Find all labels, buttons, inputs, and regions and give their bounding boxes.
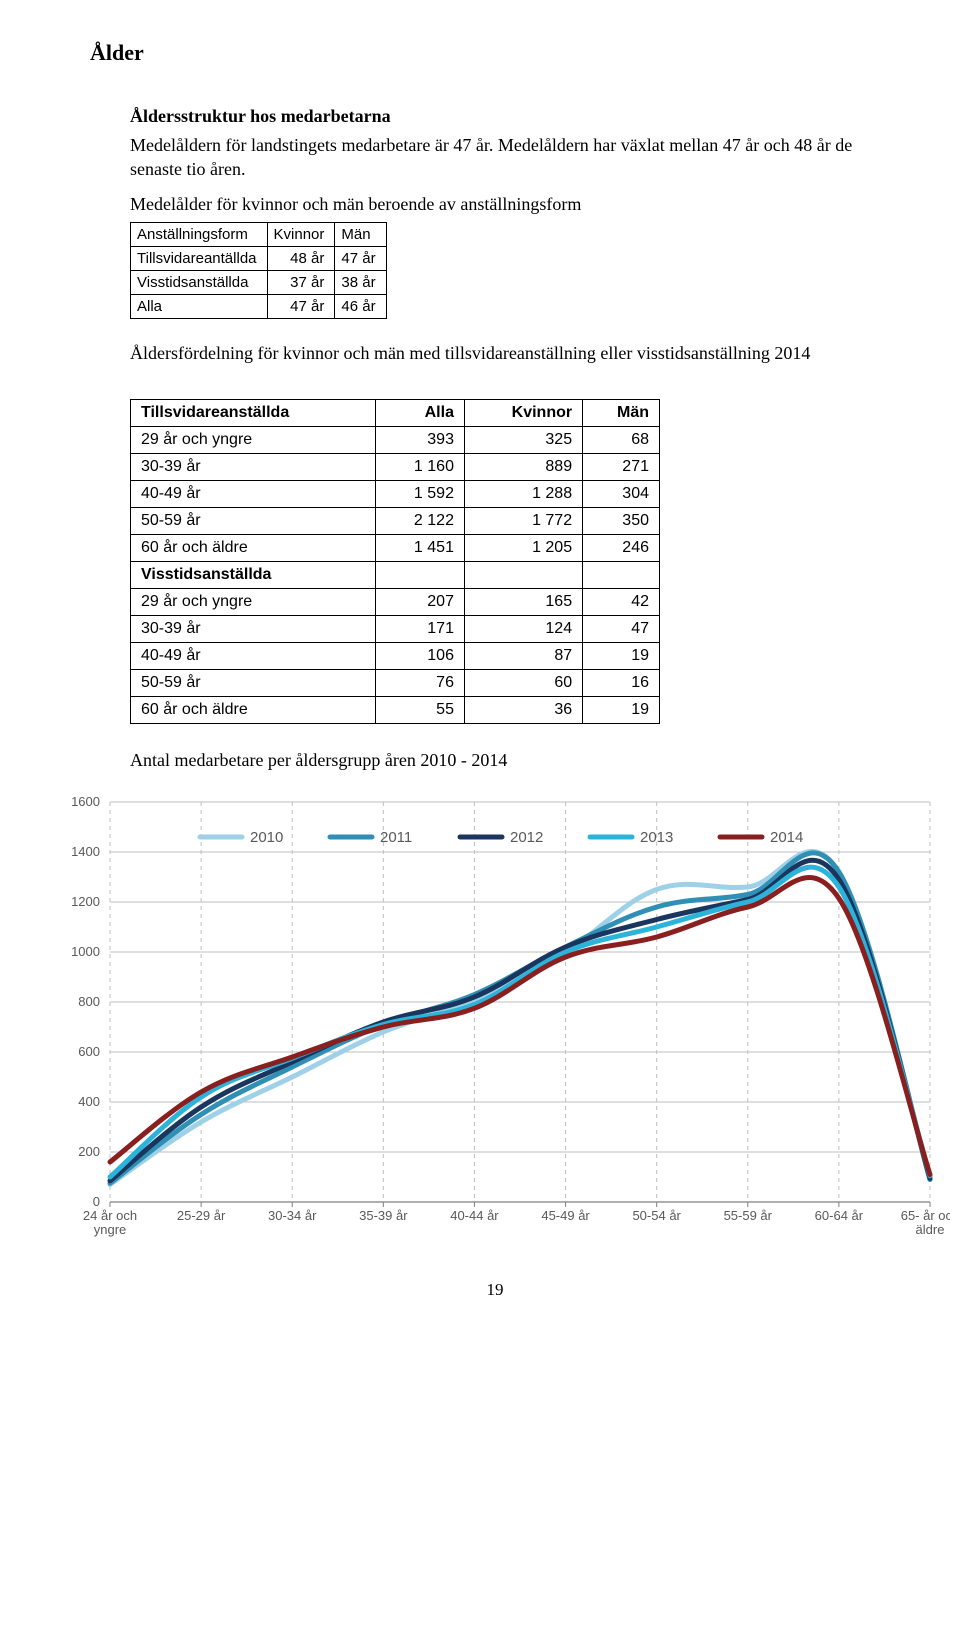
t2-a3-c2: 1 772 xyxy=(464,508,582,535)
t2-a1-c3: 271 xyxy=(583,454,660,481)
t1-r2-c2: 46 år xyxy=(335,294,386,318)
t1-r2-c0: Alla xyxy=(131,294,268,318)
t2-b2-c3: 19 xyxy=(583,643,660,670)
t2-a1-c1: 1 160 xyxy=(376,454,465,481)
table-medelalder: Anställningsform Kvinnor Män Tillsvidare… xyxy=(130,222,387,319)
svg-text:0: 0 xyxy=(93,1194,100,1209)
t2-b1-c1: 171 xyxy=(376,616,465,643)
t1-h2: Män xyxy=(335,222,386,246)
svg-text:1400: 1400 xyxy=(71,844,100,859)
t1-r0-c2: 47 år xyxy=(335,246,386,270)
t2-a0-c2: 325 xyxy=(464,427,582,454)
line-chart: 0 200 400 600 800 1000 1200 1400 1600 24 år ochyn… xyxy=(50,782,950,1262)
svg-text:2014: 2014 xyxy=(770,829,803,846)
t2-a2-c3: 304 xyxy=(583,481,660,508)
t2-b3-c0: 50-59 år xyxy=(131,670,376,697)
t2-b0-c2: 165 xyxy=(464,589,582,616)
t2-a4-c0: 60 år och äldre xyxy=(131,535,376,562)
svg-text:45-49 år: 45-49 år xyxy=(541,1208,590,1223)
svg-text:äldre: äldre xyxy=(916,1222,945,1237)
svg-text:30-34 år: 30-34 år xyxy=(268,1208,317,1223)
table-aldersfordelning: Tillsvidareanställda Alla Kvinnor Män 29… xyxy=(130,399,660,724)
section-title: Ålder xyxy=(90,40,860,66)
t1-r1-c0: Visstidsanställda xyxy=(131,270,268,294)
page-number: 19 xyxy=(130,1280,860,1300)
t2-a1-c0: 30-39 år xyxy=(131,454,376,481)
t1-r0-c1: 48 år xyxy=(267,246,335,270)
svg-text:400: 400 xyxy=(78,1094,100,1109)
t2-b0-c0: 29 år och yngre xyxy=(131,589,376,616)
t1-r1-c2: 38 år xyxy=(335,270,386,294)
svg-text:600: 600 xyxy=(78,1044,100,1059)
svg-text:yngre: yngre xyxy=(94,1222,127,1237)
t2-b2-c2: 87 xyxy=(464,643,582,670)
svg-text:55-59 år: 55-59 år xyxy=(724,1208,773,1223)
t2-b1-c0: 30-39 år xyxy=(131,616,376,643)
t2-b4-c2: 36 xyxy=(464,697,582,724)
svg-text:1200: 1200 xyxy=(71,894,100,909)
paragraph-table1-caption: Medelålder för kvinnor och män beroende … xyxy=(130,192,860,216)
t1-h1: Kvinnor xyxy=(267,222,335,246)
svg-text:1600: 1600 xyxy=(71,794,100,809)
t2-h1: Alla xyxy=(376,400,465,427)
t2-b3-c2: 60 xyxy=(464,670,582,697)
paragraph-table2-caption: Åldersfördelning för kvinnor och män med… xyxy=(130,341,860,365)
t2-b1-c3: 47 xyxy=(583,616,660,643)
chart-caption: Antal medarbetare per åldersgrupp åren 2… xyxy=(130,748,860,772)
t2-h2: Kvinnor xyxy=(464,400,582,427)
t2-h3: Män xyxy=(583,400,660,427)
subsection-title: Åldersstruktur hos medarbetarna xyxy=(130,106,860,127)
t2-b4-c3: 19 xyxy=(583,697,660,724)
t2-a0-c1: 393 xyxy=(376,427,465,454)
svg-text:200: 200 xyxy=(78,1144,100,1159)
svg-text:35-39 år: 35-39 år xyxy=(359,1208,408,1223)
paragraph-intro: Medelåldern för landstingets medarbetare… xyxy=(130,133,860,182)
t2-a0-c3: 68 xyxy=(583,427,660,454)
t2-b2-c1: 106 xyxy=(376,643,465,670)
t2-a3-c1: 2 122 xyxy=(376,508,465,535)
svg-text:24 år och: 24 år och xyxy=(83,1208,137,1223)
t2-b2-c0: 40-49 år xyxy=(131,643,376,670)
t2-a3-c0: 50-59 år xyxy=(131,508,376,535)
t1-r1-c1: 37 år xyxy=(267,270,335,294)
t2-b1-c2: 124 xyxy=(464,616,582,643)
svg-text:2010: 2010 xyxy=(250,829,283,846)
t2-b4-c0: 60 år och äldre xyxy=(131,697,376,724)
t2-b3-c3: 16 xyxy=(583,670,660,697)
t2-a4-c3: 246 xyxy=(583,535,660,562)
svg-text:800: 800 xyxy=(78,994,100,1009)
t2-a0-c0: 29 år och yngre xyxy=(131,427,376,454)
svg-text:1000: 1000 xyxy=(71,944,100,959)
svg-text:60-64 år: 60-64 år xyxy=(815,1208,864,1223)
chart-container: 0 200 400 600 800 1000 1200 1400 1600 24 år ochyn… xyxy=(50,782,860,1262)
t2-b3-c1: 76 xyxy=(376,670,465,697)
t2-b0-c1: 207 xyxy=(376,589,465,616)
svg-text:50-54 år: 50-54 år xyxy=(632,1208,681,1223)
t1-r0-c0: Tillsvidareantällda xyxy=(131,246,268,270)
t2-a3-c3: 350 xyxy=(583,508,660,535)
t2-a2-c2: 1 288 xyxy=(464,481,582,508)
t2-b0-c3: 42 xyxy=(583,589,660,616)
t2-b4-c1: 55 xyxy=(376,697,465,724)
t1-r2-c1: 47 år xyxy=(267,294,335,318)
svg-text:40-44 år: 40-44 år xyxy=(450,1208,499,1223)
t2-h0: Tillsvidareanställda xyxy=(131,400,376,427)
t1-h0: Anställningsform xyxy=(131,222,268,246)
svg-text:25-29 år: 25-29 år xyxy=(177,1208,226,1223)
t2-a2-c1: 1 592 xyxy=(376,481,465,508)
t2-a4-c1: 1 451 xyxy=(376,535,465,562)
t2-a1-c2: 889 xyxy=(464,454,582,481)
t2-a2-c0: 40-49 år xyxy=(131,481,376,508)
svg-text:2011: 2011 xyxy=(380,829,412,846)
svg-text:2012: 2012 xyxy=(510,829,543,846)
svg-text:65- år och: 65- år och xyxy=(901,1208,950,1223)
svg-text:2013: 2013 xyxy=(640,829,673,846)
t2-subhead: Visstidsanställda xyxy=(131,562,376,589)
t2-a4-c2: 1 205 xyxy=(464,535,582,562)
